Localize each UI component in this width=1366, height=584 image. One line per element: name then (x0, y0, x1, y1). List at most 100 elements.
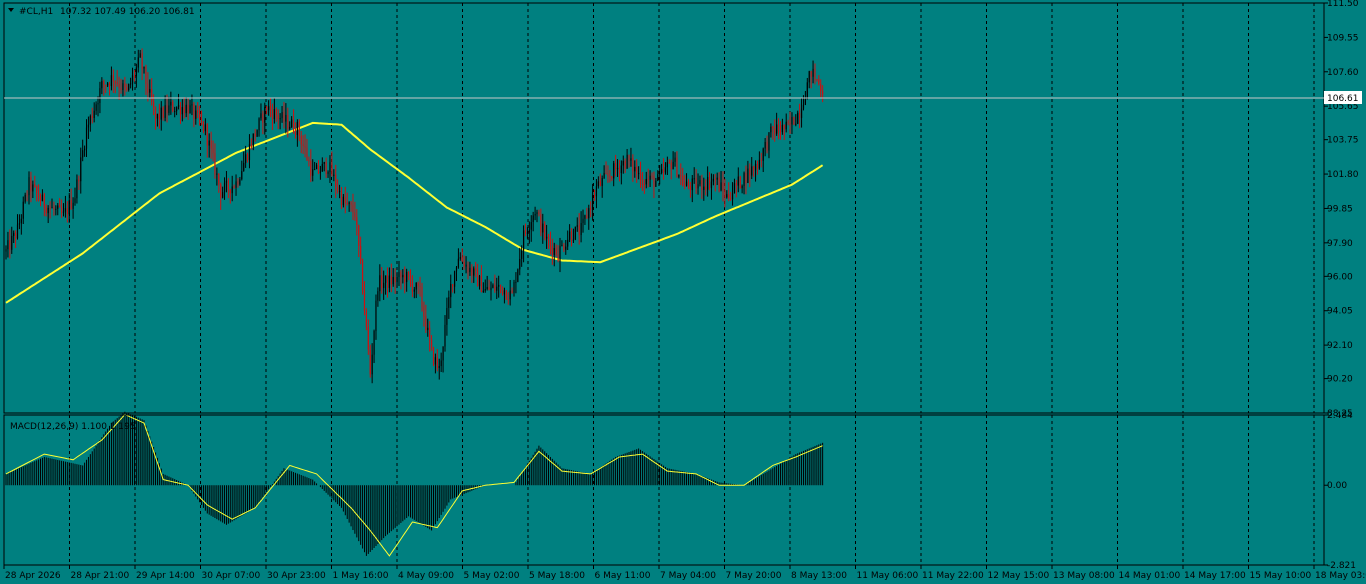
candle-body (492, 285, 494, 288)
candle-body (82, 150, 84, 158)
candle-body (319, 171, 321, 173)
candle-body (507, 299, 509, 301)
candle-body (291, 119, 293, 128)
candle-body (181, 107, 183, 115)
candle-body (384, 275, 387, 283)
candle-body (572, 239, 575, 241)
candle-body (108, 83, 111, 87)
candle-body (620, 165, 622, 174)
candle-body (766, 141, 768, 151)
y-tick-label: 97.90 (1327, 239, 1353, 249)
candle-body (266, 106, 268, 111)
candle-body (779, 130, 782, 133)
candle-body (747, 168, 749, 183)
candle-body (553, 248, 555, 255)
candle-body (446, 307, 448, 325)
candle-body (354, 212, 356, 218)
candle-body (791, 117, 793, 125)
candle-body (346, 202, 348, 204)
candle-body (647, 178, 649, 180)
candle-body (287, 114, 289, 129)
candle-body (124, 83, 126, 88)
candle-body (638, 173, 640, 175)
candle-body (802, 104, 805, 109)
candle-body (164, 105, 166, 118)
candle-body (126, 87, 128, 91)
candle-body (327, 172, 329, 174)
candle-body (191, 104, 193, 106)
candle-body (392, 277, 394, 285)
candle-body (145, 66, 147, 84)
macd-title: MACD(12,26,9) 1.100 1.195 (10, 422, 136, 432)
x-tick-label: 11 May 06:00 (857, 571, 919, 581)
candle-body (697, 184, 699, 189)
candle-body (185, 104, 187, 114)
candle-body (785, 121, 787, 130)
candle-body (739, 176, 741, 189)
candle-body (172, 101, 174, 112)
candle-body (130, 83, 132, 85)
candle-body (53, 207, 55, 210)
macd-y-tick-label: 2.484 (1327, 411, 1353, 421)
candle-body (400, 272, 402, 278)
candle-body (289, 127, 291, 129)
candle-body (153, 101, 155, 108)
current-price-label: 106.61 (1327, 94, 1359, 104)
candle-body (511, 290, 513, 293)
candle-body (179, 105, 182, 115)
candle-body (360, 246, 362, 261)
y-tick-label: 111.50 (1327, 0, 1359, 9)
candle-body (710, 181, 713, 188)
candle-body (465, 264, 467, 267)
candle-body (5, 249, 7, 252)
candle-body (122, 83, 124, 91)
grid-lines (69, 3, 1315, 565)
candle-body (16, 224, 19, 239)
candle-body (570, 231, 573, 241)
candle-body (618, 167, 621, 174)
candle-body (227, 180, 229, 190)
candle-body (162, 107, 164, 118)
candle-body (246, 154, 249, 161)
x-tick-label: 15 May 10:00 (1250, 571, 1312, 581)
candle-body (593, 195, 596, 197)
candle-body (574, 226, 576, 240)
candle-body (605, 172, 607, 174)
candle-body (268, 106, 270, 111)
x-tick-label: 8 May 13:00 (791, 571, 847, 581)
candle-body (793, 117, 795, 125)
candle-body (425, 316, 427, 331)
time-axis: 28 Apr 2026 28 Apr 21:00 29 Apr 14:00 30 Ap… (3, 565, 1366, 581)
candle-body (32, 184, 34, 192)
candle-body (611, 176, 613, 179)
candle-body (810, 71, 812, 77)
candle-body (505, 290, 507, 300)
candle-body (599, 181, 601, 186)
candle-body (544, 223, 546, 239)
candle-body (344, 196, 346, 203)
candle-body (335, 174, 337, 187)
macd-histogram (5, 411, 824, 556)
candle-body (197, 110, 199, 113)
candle-body (275, 109, 277, 116)
candle-body (195, 110, 197, 119)
candle-body (325, 162, 327, 174)
candle-body (379, 275, 381, 292)
ma-line (5, 121, 824, 304)
candle-body (580, 223, 582, 236)
chart-menu-triangle-icon[interactable] (8, 8, 14, 12)
candle-body (329, 162, 331, 173)
candle-body (348, 202, 350, 204)
candle-body (45, 207, 47, 214)
candle-body (340, 190, 343, 206)
candle-body (271, 110, 274, 120)
candle-body (239, 179, 241, 185)
candle-body (137, 57, 139, 68)
candle-body (722, 182, 724, 191)
candle-body (206, 124, 208, 146)
candle-body (110, 75, 113, 87)
ohlc-values: 107.32 107.49 106.20 106.81 (60, 7, 195, 17)
candle-body (676, 157, 678, 177)
x-tick-label: 28 Apr 21:00 (71, 571, 130, 581)
